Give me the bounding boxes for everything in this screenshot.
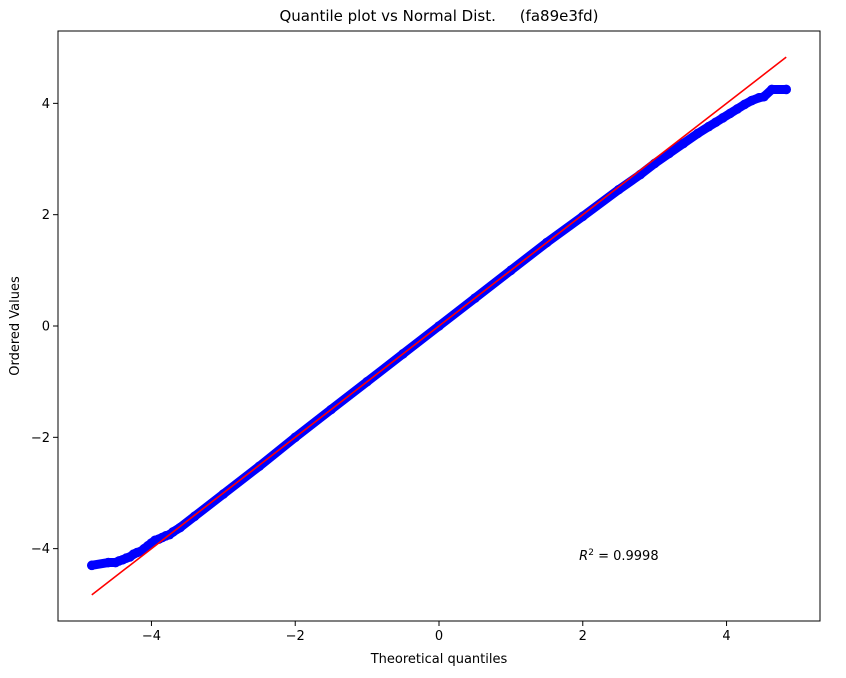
data-point <box>664 148 674 159</box>
y-tick-label: −4 <box>31 542 50 557</box>
data-point <box>710 117 721 128</box>
data-point <box>781 84 792 95</box>
data-point <box>577 211 588 222</box>
fit-line-group <box>91 56 787 596</box>
r-squared-annotation: R2 = 0.9998 <box>579 548 658 564</box>
y-axis-label: Ordered Values <box>8 276 23 376</box>
data-point <box>649 158 660 169</box>
y-tick-label: 0 <box>42 320 50 335</box>
data-point <box>703 121 714 132</box>
data-point <box>613 184 624 195</box>
y-axis-ticks: −4 −2 0 2 4 <box>31 97 58 557</box>
x-tick-label: 0 <box>435 629 443 644</box>
data-point <box>746 95 757 106</box>
data-point <box>759 91 769 102</box>
data-point <box>725 108 735 119</box>
fit-line <box>91 56 787 596</box>
data-point <box>767 84 777 95</box>
data-point <box>732 104 743 114</box>
x-tick-label: −2 <box>286 629 305 644</box>
data-point <box>635 169 646 180</box>
data-point <box>86 560 97 571</box>
data-point <box>739 99 750 110</box>
x-tick-label: 2 <box>579 629 587 644</box>
y-tick-label: 2 <box>42 208 50 223</box>
r-squared-symbol: R <box>579 549 588 564</box>
data-point <box>718 113 728 123</box>
data-point <box>678 138 689 149</box>
x-tick-label: 4 <box>722 629 730 644</box>
r-squared-superscript: 2 <box>588 548 594 558</box>
chart-title: Quantile plot vs Normal Dist. (fa89e3fd) <box>279 7 598 25</box>
data-point <box>692 128 703 139</box>
data-points <box>86 84 792 571</box>
r-squared-value: = 0.9998 <box>594 549 659 564</box>
x-axis-label: Theoretical quantiles <box>370 652 508 667</box>
data-point <box>103 557 114 568</box>
y-tick-label: 4 <box>42 97 50 112</box>
x-tick-label: −4 <box>142 629 161 644</box>
y-tick-label: −2 <box>31 431 50 446</box>
x-axis-ticks: −4 −2 0 2 4 <box>142 621 731 644</box>
